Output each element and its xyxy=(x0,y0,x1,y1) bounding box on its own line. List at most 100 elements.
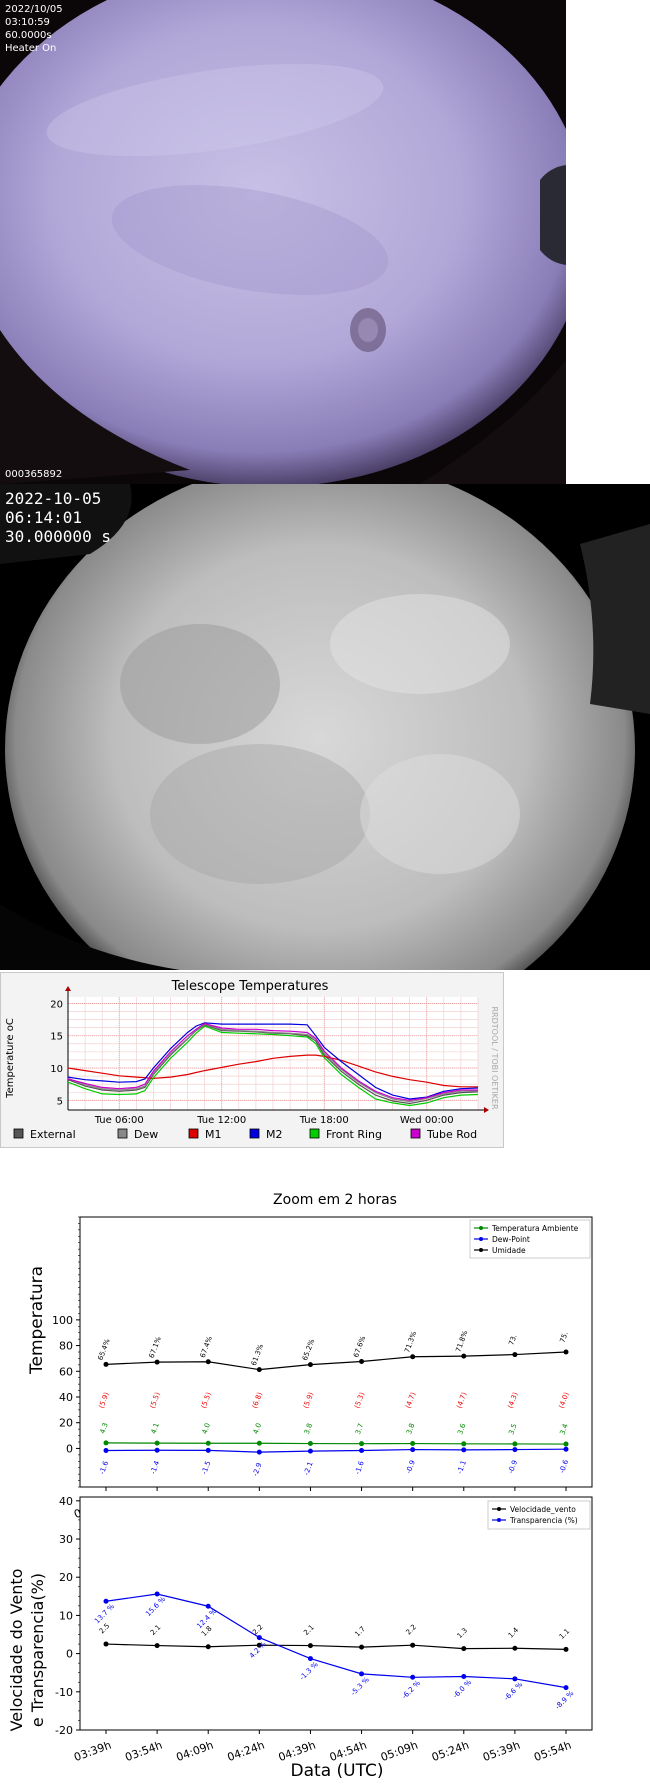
zoom-bottom-point xyxy=(307,1643,313,1649)
zoom-top-ylabel: Temperatura xyxy=(27,1266,47,1375)
plot-frame xyxy=(79,1216,593,1488)
zoom-bottom-point xyxy=(103,1641,109,1647)
telescope-series-m1 xyxy=(67,1054,478,1088)
zoom-top-data-label: 3.6 xyxy=(456,1422,468,1436)
telescope-series-tube-rod xyxy=(67,1022,478,1101)
y-tick-label: 40 xyxy=(59,1391,73,1404)
zoom-top-point xyxy=(154,1440,160,1446)
camera-2-date: 2022-10-05 xyxy=(5,489,102,508)
zoom-bottom-series-line xyxy=(105,1643,567,1651)
plot-frame xyxy=(79,1496,593,1731)
y-tick-label: 20 xyxy=(59,1417,73,1430)
zoom-top-point xyxy=(563,1441,569,1447)
camera-1-stamp: 2022/10/05 03:10:59 60.0000s Heater On xyxy=(5,3,63,55)
y-tick-label: 0 xyxy=(66,1648,73,1661)
allsky-sky-color xyxy=(0,0,566,484)
zoom-bottom-point xyxy=(410,1642,416,1648)
x-tick-label: 03:39h xyxy=(72,1739,113,1764)
zoom-two-hours-figure: Zoom em 2 horas 02040608010003:39h03:54h… xyxy=(0,1185,650,1783)
zoom-top-point xyxy=(461,1447,467,1453)
telescope-x-tick: Tue 06:00 xyxy=(94,1115,144,1126)
rrdtool-watermark: RRDTOOL / TOBI OETIKER xyxy=(490,1006,499,1109)
zoom-chart-title: Zoom em 2 horas xyxy=(273,1192,397,1208)
y-tick-label: 0 xyxy=(66,1442,73,1455)
camera-1-frame-id: 000365892 xyxy=(5,469,63,480)
zoom-top-point xyxy=(359,1447,365,1453)
telescope-legend-swatch xyxy=(410,1128,421,1139)
zoom-bottom-legend-label: Velocidade_vento xyxy=(510,1505,576,1514)
zoom-bottom-ylabel-line1: Velocidade do Vento xyxy=(7,1569,26,1732)
zoom-top-point xyxy=(154,1359,160,1365)
zoom-bottom-series-line xyxy=(105,1593,567,1689)
zoom-bottom-point xyxy=(256,1642,262,1648)
telescope-legend-item: Front Ring xyxy=(309,1128,382,1141)
telescope-legend-swatch xyxy=(13,1128,24,1139)
x-tick-label: 03:54h xyxy=(123,1739,164,1764)
zoom-top-point xyxy=(103,1440,109,1446)
zoom-bottom-ylabel-line2: e Transparencia(%) xyxy=(28,1573,47,1727)
zoom-top-series-line xyxy=(105,1442,567,1445)
zoom-bottom-point xyxy=(512,1676,518,1682)
zoom-top-point xyxy=(205,1359,211,1365)
camera-1-time: 03:10:59 xyxy=(5,17,50,28)
telescope-legend-label: M1 xyxy=(205,1128,222,1141)
zoom-top-point xyxy=(461,1353,467,1359)
y-tick-label: 30 xyxy=(59,1533,73,1546)
zoom-top-point xyxy=(307,1441,313,1447)
y-tick-label: -10 xyxy=(55,1686,73,1699)
telescope-x-tick: Tue 18:00 xyxy=(299,1115,349,1126)
zoom-top-data-label: 4.1 xyxy=(150,1422,161,1435)
y-tick-label: 10 xyxy=(59,1609,73,1622)
zoom-bottom-point xyxy=(205,1603,211,1609)
telescope-legend-swatch xyxy=(249,1128,260,1139)
telescope-chart-ylabel: Temperature oC xyxy=(5,1018,16,1099)
zoom-bottom-point xyxy=(359,1671,365,1677)
zoom-top-point xyxy=(256,1449,262,1455)
zoom-top-point xyxy=(512,1447,518,1453)
telescope-legend-item: Dew xyxy=(117,1128,158,1141)
zoom-bottom-point xyxy=(410,1674,416,1680)
telescope-y-tick: 5 xyxy=(57,1096,63,1107)
zoom-top-point xyxy=(256,1367,262,1373)
camera-1-heater-status: Heater On xyxy=(5,43,57,54)
zoom-bottom-point xyxy=(461,1674,467,1680)
allsky-sky-gray xyxy=(0,484,650,970)
zoom-top-data-label: 4.0 xyxy=(252,1422,263,1435)
zoom-bottom-legend-label: Transparencia (%) xyxy=(509,1516,578,1525)
zoom-top-point xyxy=(256,1440,262,1446)
zoom-bottom-point xyxy=(563,1685,569,1691)
zoom-bottom-legend: Velocidade_vento Transparencia (%) xyxy=(487,1500,591,1530)
y-tick-label: 40 xyxy=(59,1495,73,1508)
zoom-top-data-label: 3.4 xyxy=(558,1422,570,1436)
telescope-x-tick: Wed 00:00 xyxy=(400,1115,454,1126)
zoom-top-legend: Temperatura Ambiente Dew-Point Umidade xyxy=(469,1219,591,1259)
zoom-top-point xyxy=(461,1441,467,1447)
zoom-figure-svg: Zoom em 2 horas 02040608010003:39h03:54h… xyxy=(7,1192,593,1781)
x-tick-label: 04:24h xyxy=(226,1739,267,1764)
telescope-y-tick: 15 xyxy=(50,1032,63,1043)
x-tick-label: 05:24h xyxy=(430,1739,471,1764)
telescope-legend-swatch xyxy=(188,1128,199,1139)
telescope-y-tick: 20 xyxy=(50,999,63,1010)
camera-2-time: 06:14:01 xyxy=(5,508,83,527)
zoom-top-point xyxy=(205,1447,211,1453)
zoom-top-data-label: 4.3 xyxy=(98,1422,109,1435)
zoom-top-legend-label: Umidade xyxy=(492,1246,526,1255)
zoom-top-data-label: 73. xyxy=(507,1333,518,1346)
zoom-top-legend-label: Temperatura Ambiente xyxy=(491,1224,579,1233)
x-tick-label: 05:09h xyxy=(379,1739,420,1764)
zoom-top-series-line xyxy=(105,1448,567,1453)
telescope-legend-item: M2 xyxy=(249,1128,283,1141)
zoom-top-data-label: 3.7 xyxy=(354,1422,365,1435)
x-tick-label: 04:09h xyxy=(174,1739,215,1764)
telescope-legend-label: Tube Rod xyxy=(426,1128,477,1141)
telescope-legend-label: External xyxy=(30,1128,76,1141)
zoom-top-legend-label: Dew-Point xyxy=(492,1235,530,1244)
camera-2-stamp: 2022-10-05 06:14:01 30.000000 s xyxy=(5,489,111,546)
zoom-bottom-point xyxy=(512,1645,518,1651)
zoom-bottom-point xyxy=(103,1598,109,1604)
zoom-top-data-label: 3.8 xyxy=(405,1422,416,1435)
zoom-top-point xyxy=(307,1362,313,1368)
zoom-top-point xyxy=(512,1352,518,1358)
telescope-x-tick: Tue 12:00 xyxy=(196,1115,246,1126)
